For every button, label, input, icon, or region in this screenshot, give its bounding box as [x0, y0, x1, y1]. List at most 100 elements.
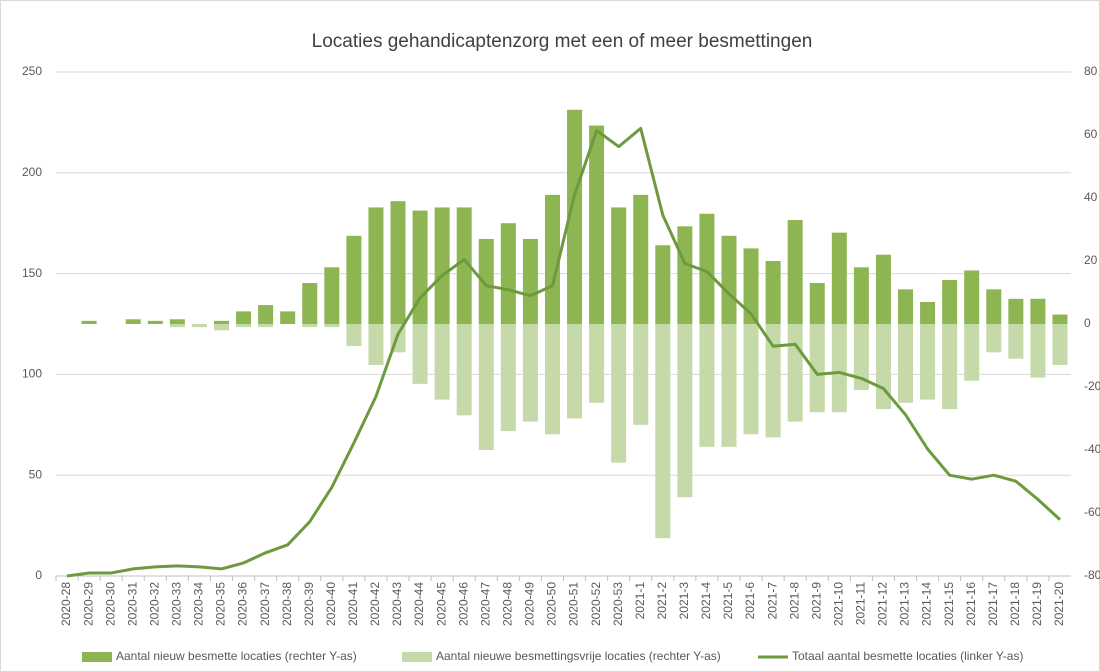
bar [898, 324, 914, 403]
x-tick-label: 2020-44 [412, 582, 426, 626]
y2-tick-label: -40 [1084, 442, 1100, 456]
x-tick-label: 2020-32 [147, 582, 161, 626]
bar [500, 324, 516, 432]
bar [191, 324, 207, 328]
bar [213, 320, 229, 324]
bar [1008, 298, 1024, 324]
y2-tick-label: -60 [1084, 505, 1100, 519]
bar [743, 324, 759, 435]
x-tick-label: 2021-7 [765, 582, 779, 620]
x-tick-label: 2020-37 [258, 582, 272, 626]
bar [942, 279, 958, 324]
bar [1008, 324, 1024, 359]
bar [478, 238, 494, 324]
x-tick-label: 2021-10 [831, 582, 845, 626]
x-tick-label: 2021-5 [721, 582, 735, 620]
x-tick-label: 2020-40 [324, 582, 338, 626]
bar [324, 324, 340, 328]
y2-tick-label: 60 [1084, 127, 1098, 141]
x-tick-label: 2020-43 [390, 582, 404, 626]
bar [942, 324, 958, 410]
bar [478, 324, 494, 450]
x-tick-label: 2021-18 [1008, 582, 1022, 626]
bar [964, 270, 980, 324]
x-tick-label: 2020-46 [456, 582, 470, 626]
y2-tick-label: -20 [1084, 379, 1100, 393]
bar [213, 324, 229, 331]
x-tick-label: 2020-47 [478, 582, 492, 626]
bar [1052, 314, 1068, 324]
x-tick-label: 2021-17 [986, 582, 1000, 626]
chart-title: Locaties gehandicaptenzorg met een of me… [312, 31, 813, 52]
x-tick-label: 2021-2 [655, 582, 669, 620]
bar [258, 305, 274, 324]
bar [633, 194, 649, 324]
bar [169, 319, 185, 324]
bar [522, 238, 538, 324]
bar [544, 324, 560, 435]
x-tick-label: 2020-53 [611, 582, 625, 626]
legend-swatch [402, 652, 432, 662]
bar [765, 261, 781, 324]
bar [412, 324, 428, 384]
bar [787, 220, 803, 324]
x-tick-label: 2021-11 [854, 582, 868, 625]
x-tick-label: 2021-8 [787, 582, 801, 620]
bar [831, 324, 847, 413]
bar [544, 194, 560, 324]
bar [920, 324, 936, 400]
bar [721, 324, 737, 447]
bar [368, 324, 384, 365]
x-tick-label: 2021-1 [633, 582, 647, 620]
legend-label: Totaal aantal besmette locaties (linker … [792, 649, 1023, 663]
y2-tick-label: -80 [1084, 568, 1100, 582]
x-tick-label: 2020-36 [236, 582, 250, 626]
legend-label: Aantal nieuwe besmettingsvrije locaties … [436, 649, 721, 663]
x-tick-label: 2020-45 [434, 582, 448, 626]
x-tick-label: 2021-20 [1052, 582, 1066, 626]
bar [677, 324, 693, 498]
y-tick-label: 150 [22, 266, 42, 280]
bar [1052, 324, 1068, 365]
x-tick-label: 2021-15 [942, 582, 956, 626]
x-tick-label: 2020-51 [567, 582, 581, 626]
bar [236, 324, 252, 328]
bar [589, 324, 605, 403]
bar [986, 324, 1002, 353]
bar [236, 311, 252, 324]
bar [456, 324, 472, 416]
bar [522, 324, 538, 422]
bar [964, 324, 980, 381]
bar [655, 245, 671, 324]
bar [677, 226, 693, 324]
bar [831, 232, 847, 324]
y2-tick-label: 80 [1084, 64, 1098, 78]
x-tick-label: 2021-12 [876, 582, 890, 626]
bar [368, 207, 384, 324]
y2-tick-label: 0 [1084, 316, 1091, 330]
bar [1030, 298, 1046, 324]
x-tick-label: 2020-34 [192, 582, 206, 626]
bar [853, 324, 869, 391]
y-tick-label: 200 [22, 165, 42, 179]
bar [699, 324, 715, 447]
x-tick-label: 2020-33 [170, 582, 184, 626]
line [66, 126, 1062, 578]
bar [611, 207, 627, 324]
y2-tick-label: 40 [1084, 190, 1098, 204]
x-tick-label: 2020-42 [368, 582, 382, 626]
bar [302, 283, 318, 324]
bar [500, 223, 516, 324]
bar [721, 235, 737, 324]
x-tick-label: 2020-52 [589, 582, 603, 626]
bar [567, 109, 583, 324]
x-tick-label: 2021-14 [920, 582, 934, 626]
bar [258, 324, 274, 328]
y-tick-label: 100 [22, 367, 42, 381]
legend-label: Aantal nieuw besmette locaties (rechter … [116, 649, 357, 663]
x-tick-label: 2020-29 [81, 582, 95, 626]
bar [853, 267, 869, 324]
x-tick-label: 2021-3 [677, 582, 691, 620]
bar [809, 324, 825, 413]
bar [456, 207, 472, 324]
